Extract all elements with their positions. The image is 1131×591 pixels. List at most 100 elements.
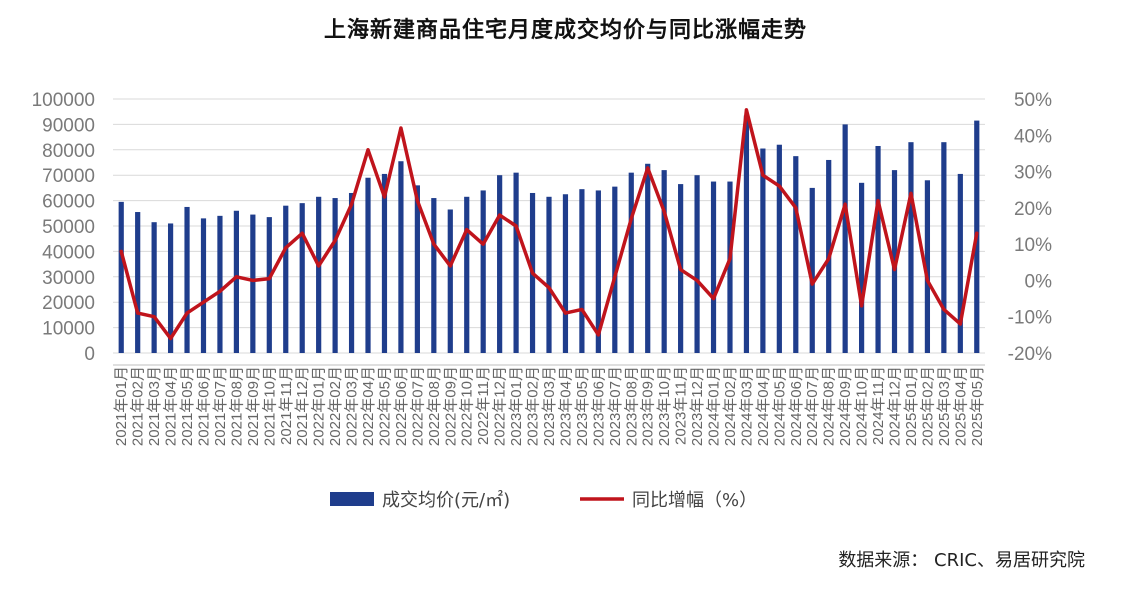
bar-mark	[250, 214, 256, 353]
right-axis-tick: -10%	[1008, 308, 1052, 329]
x-axis-tick: 2023年06月	[590, 366, 607, 446]
line-point	[876, 199, 880, 203]
bar-mark	[480, 190, 486, 353]
x-axis-tick: 2023年11月	[673, 366, 690, 445]
line-point	[300, 231, 304, 235]
x-axis-tick: 2024年11月	[870, 366, 887, 445]
line-point	[679, 267, 683, 272]
x-axis-tick: 2022年12月	[492, 366, 509, 446]
x-axis-tick: 2021年02月	[130, 366, 147, 446]
bar-mark	[859, 182, 865, 353]
line-point	[317, 264, 321, 268]
line-point	[119, 249, 123, 253]
bar-mark	[316, 196, 322, 353]
bar-mark	[760, 148, 766, 353]
bar-mark	[135, 212, 141, 353]
left-axis-tick: 50000	[42, 217, 95, 238]
line-point	[794, 206, 798, 210]
bar-mark	[447, 209, 453, 353]
bar-mark	[200, 218, 207, 353]
x-axis-tick: 2023年02月	[525, 366, 542, 446]
x-axis-tick: 2022年06月	[393, 366, 410, 446]
line-point	[432, 242, 436, 246]
x-axis-ticks: 2021年01月 2021年02月 2021年03月 2021年04月 2021年05月…	[113, 364, 986, 446]
bar-mark	[743, 115, 750, 353]
x-axis-tick: 2021年05月	[179, 366, 196, 446]
line-point	[975, 231, 979, 235]
bar-mark	[283, 205, 289, 353]
line-point	[744, 108, 749, 112]
line-point	[251, 278, 255, 283]
left-axis-tick: 40000	[42, 242, 95, 263]
bar-mark	[431, 198, 437, 353]
bar-mark	[414, 185, 420, 353]
line-point	[843, 202, 847, 206]
bar-mark	[661, 170, 667, 353]
x-axis-tick: 2025年01月	[903, 366, 920, 446]
bar-mark	[217, 215, 223, 353]
line-point	[399, 126, 403, 130]
x-axis-tick: 2024年08月	[821, 366, 838, 446]
x-axis-tick: 2024年09月	[837, 366, 854, 446]
left-axis-ticks: 0 10000 20000 30000 40000 50000 60000 70000 8000…	[32, 90, 95, 365]
x-axis-tick: 2023年10月	[656, 366, 673, 446]
x-axis-tick: 2022年08月	[426, 366, 443, 446]
line-point	[168, 336, 173, 341]
line-point	[646, 166, 650, 170]
x-axis-tick: 2024年10月	[854, 366, 871, 446]
bar-mark	[628, 172, 634, 353]
bar-mark	[348, 192, 355, 353]
x-axis-tick: 2022年01月	[311, 366, 328, 446]
line-point	[925, 278, 930, 283]
bar-mark	[612, 186, 618, 353]
line-series	[119, 108, 979, 341]
left-axis-tick: 100000	[32, 90, 95, 111]
x-axis-tick: 2023年03月	[541, 366, 558, 446]
x-axis-tick: 2023年12月	[689, 366, 706, 446]
line-point	[481, 242, 485, 246]
bar-mark	[464, 196, 470, 353]
left-axis-tick: 10000	[42, 319, 95, 340]
x-axis-tick: 2022年03月	[344, 366, 361, 446]
x-axis-tick: 2022年04月	[360, 366, 377, 446]
bar-mark	[184, 206, 190, 353]
bar-mark	[266, 217, 272, 353]
line-point	[892, 267, 897, 272]
bar-mark	[645, 163, 651, 353]
x-axis-tick: 2024年07月	[804, 366, 821, 446]
data-source: 数据来源： CRIC、易居研究院	[838, 550, 1085, 571]
line-point	[349, 202, 354, 206]
left-axis-tick: 30000	[42, 268, 95, 289]
line-point	[530, 271, 535, 275]
bar-mark	[562, 194, 569, 353]
chart-title: 上海新建商品住宅月度成交均价与同比涨幅走势	[323, 17, 807, 43]
bar-mark	[875, 145, 881, 353]
x-axis-tick: 2023年07月	[607, 366, 624, 446]
bar-mark	[957, 173, 963, 353]
bar-mark	[497, 175, 503, 353]
x-axis-tick: 2021年09月	[245, 366, 262, 446]
bar-mark	[167, 223, 174, 353]
legend: 成交均价(元/㎡) 同比增幅（%）	[330, 489, 757, 511]
line-point	[563, 311, 568, 315]
line-point	[711, 296, 716, 301]
x-axis-tick: 2022年11月	[475, 366, 492, 445]
line-point	[465, 228, 469, 232]
line-point	[415, 199, 419, 203]
x-axis-tick: 2025年02月	[919, 366, 936, 446]
x-axis-tick: 2022年07月	[409, 366, 426, 446]
line-point	[695, 278, 699, 283]
bar-mark	[842, 124, 848, 354]
line-point	[613, 275, 617, 279]
bar-series	[118, 115, 980, 354]
x-axis-tick: 2023年09月	[640, 366, 657, 446]
line-point	[152, 315, 156, 319]
x-axis-tick: 2024年04月	[755, 366, 772, 446]
x-axis-tick: 2022年02月	[327, 366, 344, 446]
x-axis-tick: 2021年11月	[278, 366, 295, 445]
right-axis-tick: -20%	[1008, 344, 1052, 365]
bar-mark	[579, 189, 585, 353]
line-point	[185, 311, 189, 315]
line-point	[777, 184, 781, 188]
bar-mark	[118, 201, 124, 353]
